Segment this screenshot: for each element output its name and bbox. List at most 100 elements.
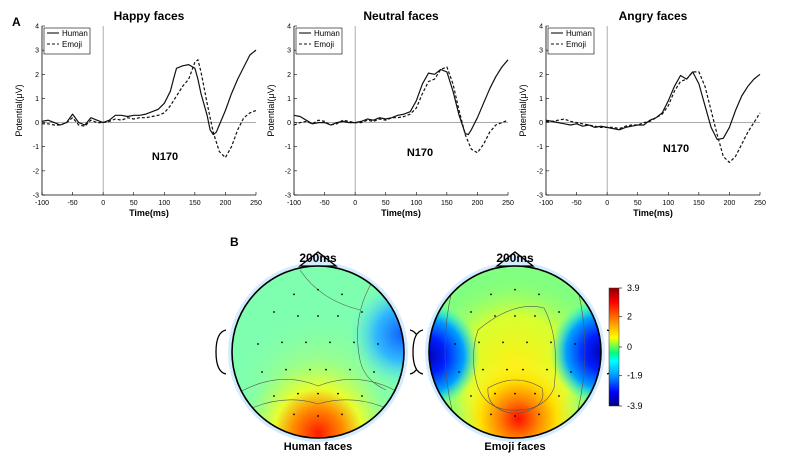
electrode-dot (317, 288, 319, 291)
legend-label-emoji: Emoji (314, 40, 334, 49)
chart-title-neutral: Neutral faces (363, 9, 439, 23)
electrode-dot (293, 293, 295, 296)
y-tick-label: 0 (35, 120, 39, 127)
topomap-human-caption: Human faces (284, 441, 352, 453)
y-tick-label: -2 (537, 168, 543, 175)
electrode-dot (285, 368, 287, 371)
x-tick-label: 100 (662, 200, 674, 207)
electrode-dot (454, 343, 456, 345)
legend-label-emoji: Emoji (62, 40, 82, 49)
colorbar-tick-label: -1.9 (627, 371, 643, 381)
y-tick-label: 0 (287, 120, 291, 127)
x-tick-label: 200 (472, 200, 484, 207)
electrode-dot (329, 341, 331, 344)
x-tick-label: 50 (634, 200, 642, 207)
y-tick-label: 1 (35, 96, 39, 103)
series-line-emoji (42, 59, 257, 159)
electrode-dot (341, 293, 343, 296)
colorbar-tick-label: 0 (627, 342, 632, 352)
y-tick-label: 1 (539, 96, 543, 103)
electrode-dot (317, 415, 319, 417)
x-tick-label: 0 (353, 200, 357, 207)
y-tick-label: 3 (539, 48, 543, 55)
erp-chart-happy: Happy faces -100 -50 0 50 100 150 200 250 -3 -2 -1 0… (14, 9, 262, 218)
y-tick-label: -3 (33, 193, 39, 200)
legend: Human Emoji (547, 27, 595, 55)
y-tick-label: -3 (285, 193, 291, 200)
electrode-dot (470, 311, 472, 313)
legend-label-human: Human (566, 29, 592, 38)
x-tick-label: 0 (605, 200, 609, 207)
x-axis-label: Time(ms) (633, 208, 673, 218)
x-tick-label: 100 (410, 200, 422, 207)
series-line-human (545, 71, 761, 141)
electrode-dot (558, 395, 560, 397)
erp-chart-neutral: Neutral faces -100 -50 0 50 100 150 200 250 -3 -2 -… (266, 9, 514, 218)
n170-annotation: N170 (407, 147, 433, 159)
electrode-dot (261, 371, 263, 373)
x-tick-label: -100 (287, 200, 301, 207)
colorbar-tick-label: -3.9 (627, 401, 643, 411)
x-tick-label: -100 (35, 200, 49, 207)
y-tick-label: -2 (285, 168, 291, 175)
x-tick-label: -50 (68, 200, 78, 207)
electrode-dot (502, 341, 504, 344)
electrode-dot (550, 341, 552, 344)
electrode-dot (353, 341, 355, 344)
x-axis-label: Time(ms) (129, 208, 169, 218)
electrode-dot (490, 293, 492, 296)
x-tick-label: 150 (441, 200, 453, 207)
electrode-dot (349, 368, 351, 371)
electrode-dot (526, 341, 528, 344)
series-line-human (41, 49, 257, 136)
electrode-dot (558, 311, 560, 313)
electrode-dot (273, 311, 275, 313)
electrode-dot (273, 395, 275, 397)
n170-annotation: N170 (663, 143, 689, 155)
electrode-dot (514, 392, 516, 395)
electrode-dot (538, 293, 540, 296)
electrode-dot (361, 311, 363, 313)
x-tick-label: 150 (189, 200, 201, 207)
x-tick-label: 250 (502, 200, 514, 207)
x-tick-label: 50 (382, 200, 390, 207)
electrode-dot (514, 315, 516, 317)
y-tick-label: 2 (287, 72, 291, 79)
y-tick-label: 4 (287, 24, 291, 31)
electrode-dot (534, 392, 536, 395)
x-tick-label: 100 (158, 200, 170, 207)
electrode-dot (506, 368, 508, 371)
x-tick-label: 200 (220, 200, 232, 207)
y-tick-label: -3 (537, 193, 543, 200)
y-axis-label: Potential(μV) (14, 84, 24, 136)
topomap-emoji-time: 200ms (496, 251, 534, 265)
electrode-dot (570, 371, 572, 373)
electrode-dot (546, 368, 548, 371)
electrode-dot (293, 413, 295, 416)
y-tick-label: -2 (33, 168, 39, 175)
series-line-human (293, 59, 509, 136)
electrode-dot (305, 341, 307, 344)
colorbar: 3.9 2 0 -1.9 -3.9 (608, 283, 643, 411)
colorbar-tick-label: 2 (627, 312, 632, 322)
electrode-dot (514, 288, 516, 291)
y-tick-label: -1 (537, 144, 543, 151)
x-tick-label: 250 (250, 200, 262, 207)
y-axis-label: Potential(μV) (518, 84, 528, 136)
electrode-dot (297, 315, 299, 317)
electrode-dot (490, 413, 492, 416)
y-tick-label: 0 (539, 120, 543, 127)
y-tick-label: 3 (35, 48, 39, 55)
topomap-human-time: 200ms (299, 251, 337, 265)
x-axis-label: Time(ms) (381, 208, 421, 218)
electrode-dot (337, 392, 339, 395)
chart-title-angry: Angry faces (619, 9, 688, 23)
y-tick-label: 3 (287, 48, 291, 55)
electrode-dot (514, 415, 516, 417)
legend-label-human: Human (62, 29, 88, 38)
legend-label-human: Human (314, 29, 340, 38)
x-tick-label: 50 (130, 200, 138, 207)
colorbar-tick-label: 3.9 (627, 283, 640, 293)
topomap-emoji-caption: Emoji faces (484, 441, 545, 453)
